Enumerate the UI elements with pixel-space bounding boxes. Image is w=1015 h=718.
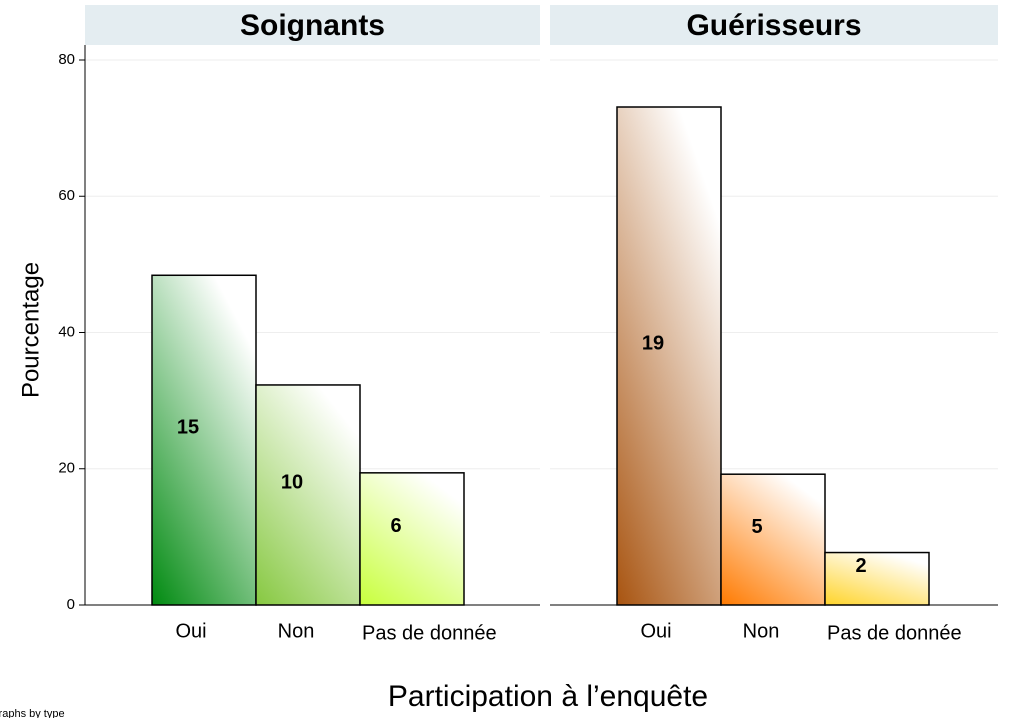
bar (359, 472, 465, 606)
panel-title: Soignants (240, 9, 385, 42)
x-tick-label: Oui (175, 620, 206, 642)
bar (720, 473, 826, 606)
y-tick-label: 80 (58, 51, 75, 68)
y-tick-label: 20 (58, 460, 75, 477)
x-tick-label: Pas de donnée (827, 622, 962, 644)
y-tick-label: 60 (58, 187, 75, 204)
bar (255, 384, 361, 606)
bar (824, 551, 930, 606)
bar (616, 106, 722, 606)
bar-count-label: 15 (177, 416, 199, 438)
y-axis-label: Pourcentage (17, 262, 44, 398)
bar (151, 274, 257, 606)
x-tick-label: Non (278, 620, 315, 642)
panel-header (550, 5, 998, 45)
panel-header (85, 5, 540, 45)
panel-title: Guérisseurs (686, 9, 861, 42)
bar-count-label: 6 (390, 515, 401, 537)
x-tick-label: Non (743, 620, 780, 642)
y-tick-label: 0 (67, 596, 75, 613)
x-tick-label: Pas de donnée (362, 622, 497, 644)
note: Graphs by type (0, 708, 65, 718)
bar-count-label: 5 (751, 516, 762, 538)
y-tick-label: 40 (58, 323, 75, 340)
x-axis-label: Participation à l’enquête (388, 680, 708, 713)
bar-count-label: 10 (281, 471, 303, 493)
x-tick-label: Oui (640, 620, 671, 642)
bar-count-label: 19 (642, 332, 664, 354)
bar-count-label: 2 (855, 555, 866, 577)
